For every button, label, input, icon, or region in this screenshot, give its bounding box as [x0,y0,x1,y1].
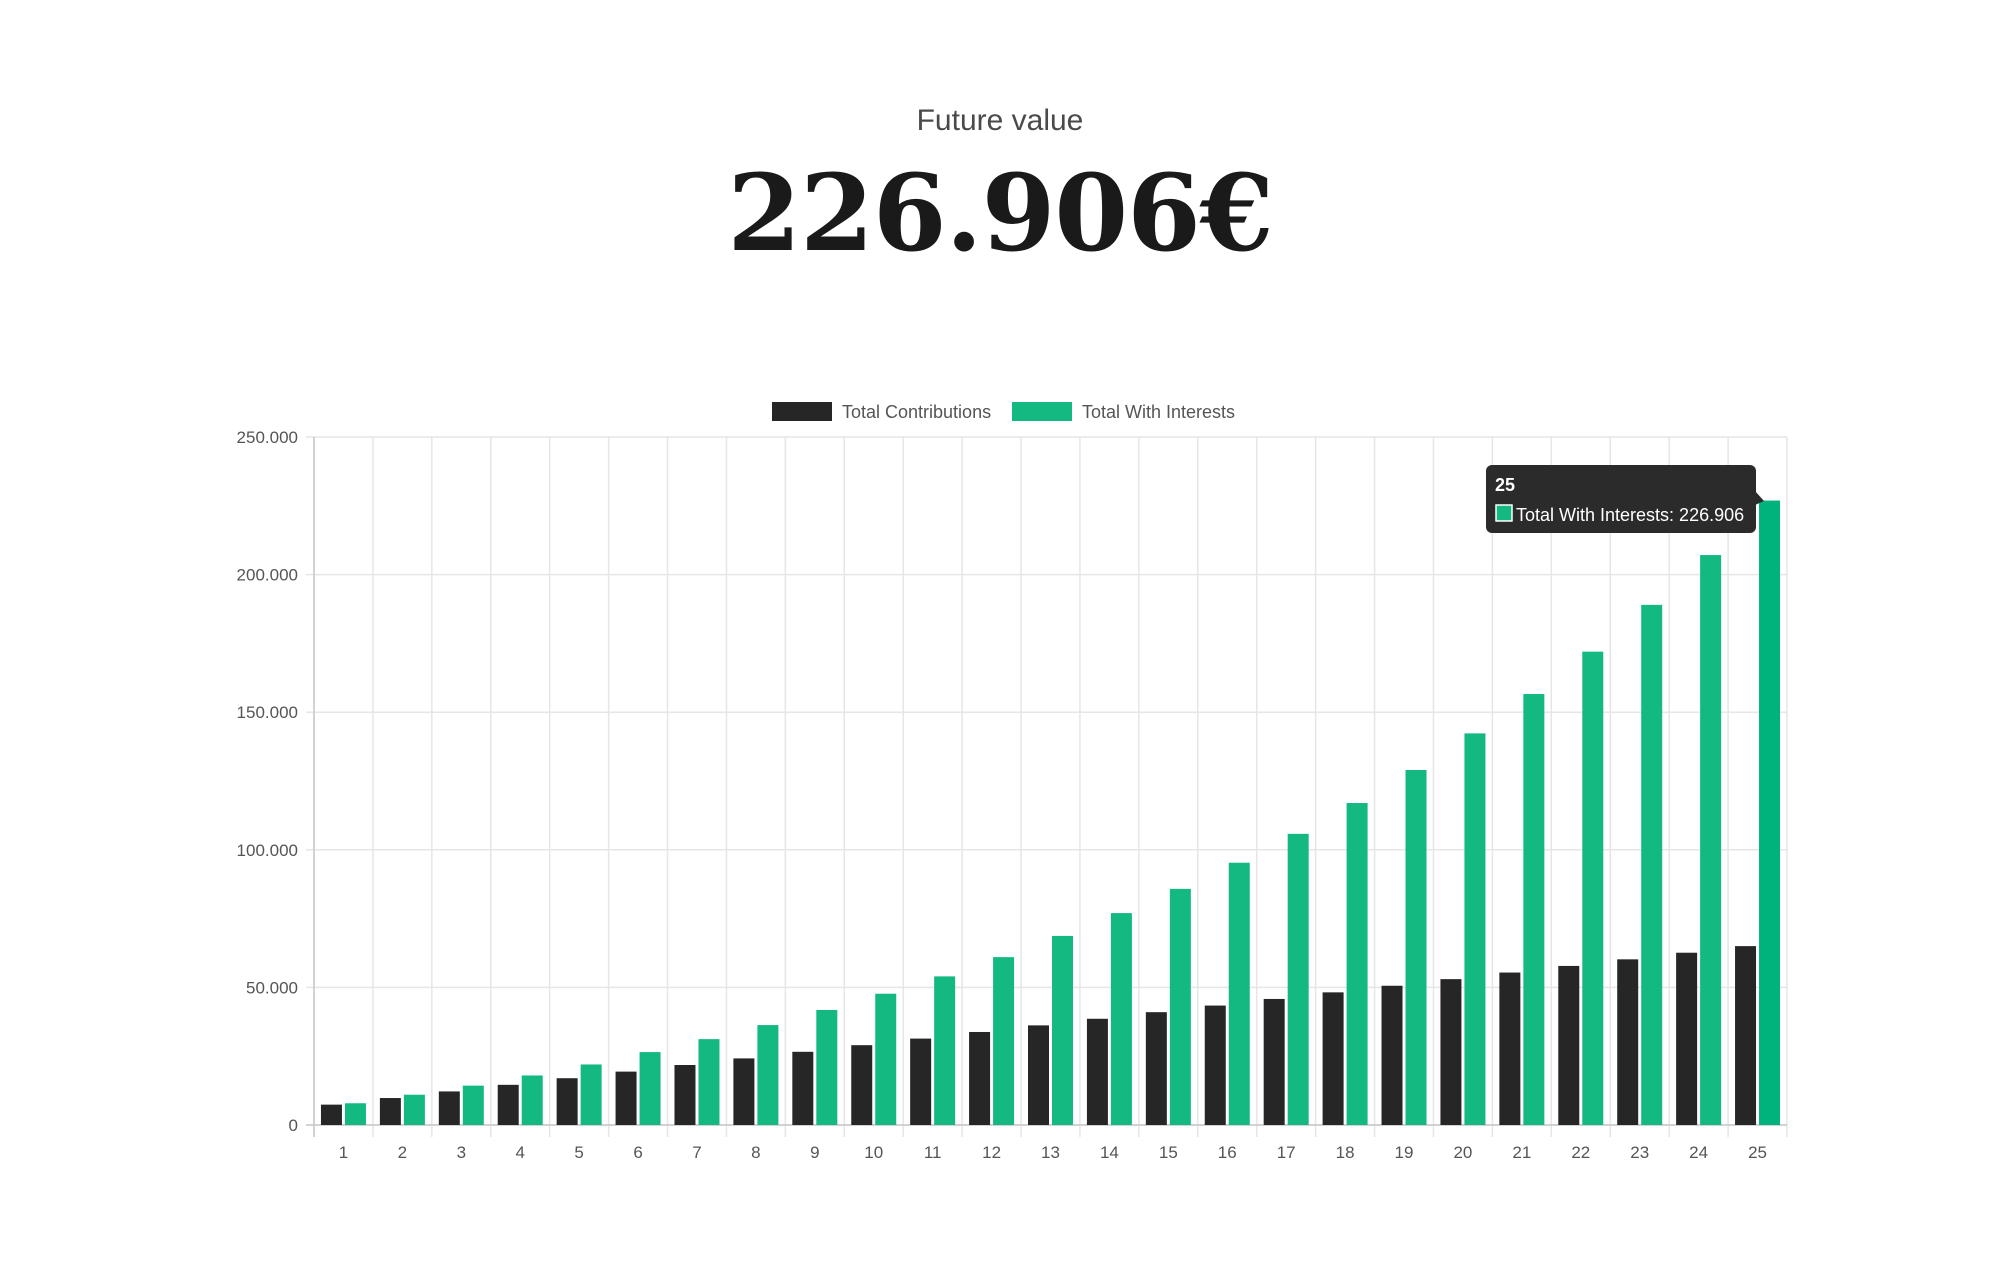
x-tick-label: 7 [692,1143,701,1162]
legend-label[interactable]: Total With Interests [1082,402,1235,422]
bar-total-contributions[interactable] [1735,946,1757,1125]
bar-total-contributions[interactable] [674,1065,696,1125]
x-tick-label: 9 [810,1143,819,1162]
bar-total-contributions[interactable] [1204,1005,1226,1125]
x-tick-label: 23 [1630,1143,1649,1162]
bar-total-with-interests[interactable] [993,957,1015,1125]
bar-total-with-interests[interactable] [521,1075,543,1125]
bar-total-contributions[interactable] [1263,998,1285,1125]
bar-total-contributions[interactable] [1440,979,1462,1125]
x-tick-label: 16 [1218,1143,1237,1162]
bar-total-contributions[interactable] [438,1091,460,1125]
bar-total-with-interests[interactable] [1582,651,1604,1125]
x-tick-label: 10 [864,1143,883,1162]
x-tick-label: 18 [1336,1143,1355,1162]
bar-total-contributions[interactable] [851,1045,873,1125]
future-value-label: Future value [916,104,1084,137]
x-tick-label: 20 [1453,1143,1472,1162]
x-tick-label: 13 [1041,1143,1060,1162]
bar-total-contributions[interactable] [1676,952,1698,1125]
bar-total-with-interests[interactable] [1759,500,1781,1125]
y-tick-label: 100.000 [237,841,298,860]
y-tick-label: 50.000 [246,978,298,997]
x-tick-label: 2 [398,1143,407,1162]
x-tick-label: 8 [751,1143,760,1162]
x-tick-label: 6 [633,1143,642,1162]
tooltip-caret [1746,481,1764,509]
legend-label[interactable]: Total Contributions [842,402,991,422]
bar-total-contributions[interactable] [1322,992,1344,1125]
bar-total-with-interests[interactable] [344,1103,366,1125]
x-tick-label: 12 [982,1143,1001,1162]
x-tick-label: 24 [1689,1143,1708,1162]
bar-total-contributions[interactable] [1499,972,1521,1125]
bar-total-contributions[interactable] [1558,965,1580,1125]
bar-total-contributions[interactable] [320,1104,342,1125]
future-value-amount: 226.906€ [727,150,1273,275]
bar-total-with-interests[interactable] [1287,833,1309,1125]
x-tick-label: 22 [1571,1143,1590,1162]
bar-total-contributions[interactable] [1086,1018,1108,1125]
y-tick-label: 250.000 [237,428,298,447]
x-tick-label: 3 [457,1143,466,1162]
y-tick-label: 150.000 [237,703,298,722]
bar-total-with-interests[interactable] [698,1039,720,1125]
bar-total-contributions[interactable] [379,1098,401,1125]
bar-total-with-interests[interactable] [1052,935,1073,1125]
bar-total-contributions[interactable] [615,1071,637,1125]
bar-total-with-interests[interactable] [1464,733,1486,1125]
chart-bars [320,500,1781,1125]
bar-total-with-interests[interactable] [1228,862,1250,1125]
bar-total-with-interests[interactable] [934,976,956,1125]
x-tick-label: 4 [515,1143,524,1162]
bar-total-with-interests[interactable] [757,1025,779,1125]
chart-legend: Total Contributions Total With Interests [772,402,1235,422]
bar-total-with-interests[interactable] [1523,694,1545,1125]
bar-total-contributions[interactable] [497,1084,519,1125]
tooltip-text: Total With Interests: 226.906 [1516,505,1744,525]
bar-total-contributions[interactable] [1028,1025,1049,1125]
bar-total-with-interests[interactable] [1405,769,1427,1125]
bar-total-with-interests[interactable] [403,1094,425,1125]
x-tick-label: 21 [1512,1143,1531,1162]
x-tick-label: 14 [1100,1143,1119,1162]
bar-total-contributions[interactable] [556,1078,578,1125]
x-tick-label: 5 [574,1143,583,1162]
x-tick-label: 11 [924,1143,942,1162]
bar-total-with-interests[interactable] [1169,888,1191,1125]
bar-total-contributions[interactable] [733,1058,755,1125]
bar-total-contributions[interactable] [792,1051,814,1125]
bar-total-with-interests[interactable] [875,993,897,1125]
tooltip-swatch [1495,504,1513,522]
bar-total-contributions[interactable] [910,1038,932,1125]
tooltip-title: 25 [1495,475,1515,495]
x-tick-label: 19 [1395,1143,1414,1162]
bar-total-with-interests[interactable] [1110,913,1132,1125]
x-tick-label: 15 [1159,1143,1178,1162]
x-tick-label: 17 [1277,1143,1296,1162]
y-tick-label: 200.000 [237,566,298,585]
legend-swatch[interactable] [1012,402,1072,421]
legend-swatch[interactable] [772,402,832,421]
x-tick-label: 25 [1748,1143,1767,1162]
bar-total-with-interests[interactable] [1700,555,1722,1125]
bar-total-with-interests[interactable] [639,1052,661,1125]
bar-total-with-interests[interactable] [462,1085,484,1125]
bar-total-with-interests[interactable] [580,1064,602,1125]
y-tick-label: 0 [289,1116,298,1135]
bar-total-contributions[interactable] [969,1031,991,1125]
bar-total-contributions[interactable] [1381,985,1403,1125]
bar-total-with-interests[interactable] [816,1009,838,1125]
bar-total-contributions[interactable] [1617,959,1639,1125]
tooltip-box [1486,465,1756,533]
bar-total-contributions[interactable] [1145,1012,1167,1125]
x-tick-label: 1 [339,1143,348,1162]
bar-total-with-interests[interactable] [1346,803,1368,1125]
bar-total-with-interests[interactable] [1641,604,1663,1125]
